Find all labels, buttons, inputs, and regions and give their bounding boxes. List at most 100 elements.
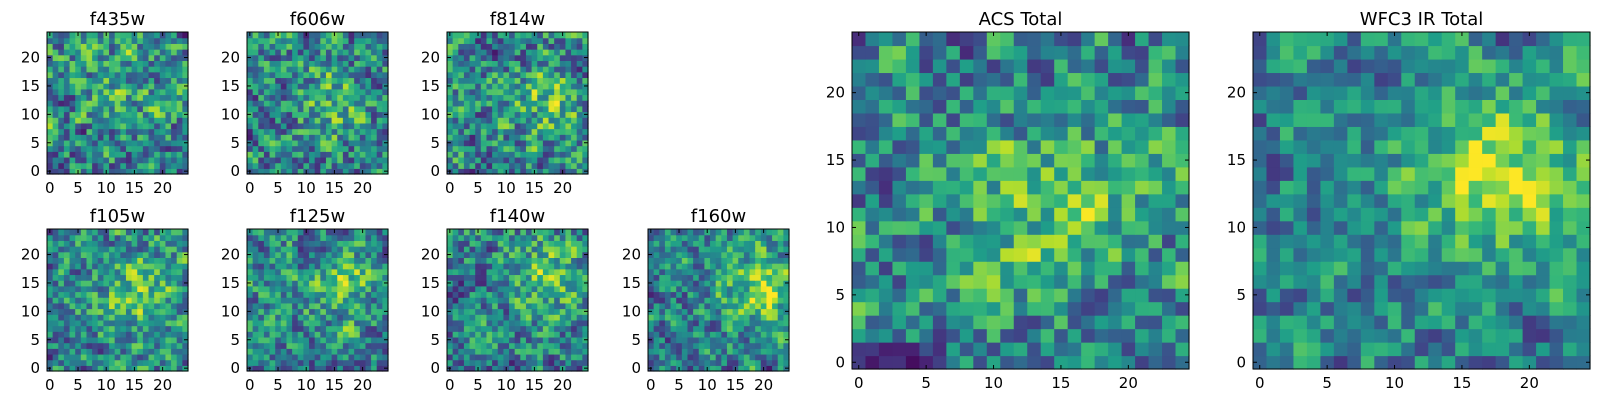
x-tick-label: 0 <box>45 179 55 197</box>
heatmap-cell <box>182 257 189 264</box>
heatmap-cell <box>777 365 784 372</box>
heatmap-cell <box>732 291 739 298</box>
heatmap-cell <box>376 285 383 293</box>
heatmap-cell <box>337 128 344 135</box>
heatmap-cell <box>480 111 488 118</box>
heatmap-cell <box>137 348 144 355</box>
heatmap-cell <box>1108 234 1123 249</box>
heatmap-cell <box>659 229 666 236</box>
heatmap-cell <box>480 285 488 293</box>
heatmap-cell <box>247 348 254 355</box>
heatmap-cell <box>371 359 378 366</box>
heatmap-cell <box>58 319 65 327</box>
heatmap-cell <box>142 128 150 135</box>
heatmap-cell <box>331 359 338 366</box>
heatmap-cell <box>92 71 99 79</box>
heatmap-cell <box>263 49 271 56</box>
heatmap-cell <box>452 319 459 327</box>
heatmap-cell <box>86 168 93 175</box>
heatmap-cell <box>565 240 572 247</box>
heatmap-cell <box>325 348 333 355</box>
heatmap-cell <box>503 308 510 315</box>
heatmap-cell <box>475 257 482 264</box>
heatmap-cell <box>97 348 104 355</box>
heatmap-cell <box>653 359 660 366</box>
heatmap-cell <box>571 229 578 236</box>
heatmap-cell <box>114 302 121 310</box>
heatmap-cell <box>47 100 54 107</box>
heatmap-cell <box>452 54 459 61</box>
heatmap-cell <box>275 162 282 169</box>
heatmap-cell <box>376 297 383 304</box>
heatmap-cell <box>371 274 378 281</box>
heatmap-cell <box>509 49 516 56</box>
heatmap-cell <box>486 134 493 141</box>
heatmap-cell <box>704 331 711 338</box>
heatmap-cell <box>80 134 88 141</box>
heatmap-cell <box>114 162 121 169</box>
heatmap-cell <box>342 314 350 321</box>
heatmap-cell <box>458 263 465 270</box>
heatmap-cell <box>726 240 734 247</box>
heatmap-cell <box>325 336 333 344</box>
heatmap-cell <box>497 342 504 349</box>
heatmap-cell <box>320 60 327 67</box>
heatmap-cell <box>325 297 333 304</box>
heatmap-cell <box>120 291 127 298</box>
heatmap-cell <box>525 117 533 124</box>
heatmap-cell <box>565 49 572 56</box>
heatmap-cell <box>946 207 961 222</box>
heatmap-cell <box>69 111 76 118</box>
heatmap-cell <box>47 117 54 124</box>
heatmap-cell <box>475 43 482 50</box>
heatmap-cell <box>525 77 533 84</box>
heatmap-cell <box>258 285 265 293</box>
heatmap-cell <box>1148 301 1163 316</box>
heatmap-cell <box>1081 166 1096 181</box>
heatmap-cell <box>154 251 161 258</box>
heatmap-cell <box>892 328 907 343</box>
heatmap-cell <box>531 348 538 355</box>
heatmap-cell <box>165 314 172 321</box>
heatmap-cell <box>165 54 172 61</box>
heatmap-cell <box>571 128 578 135</box>
heatmap-cell <box>715 280 722 287</box>
heatmap-cell <box>137 325 144 332</box>
heatmap-cell <box>548 71 555 79</box>
heatmap-cell <box>371 240 378 247</box>
heatmap-cell <box>58 268 65 276</box>
heatmap-cell <box>447 151 454 158</box>
heatmap-cell <box>58 49 65 56</box>
heatmap-cell <box>131 331 138 338</box>
heatmap-cell <box>331 88 338 96</box>
heatmap-cell <box>520 353 527 361</box>
heatmap-cell <box>292 302 299 310</box>
heatmap-cell <box>548 128 555 135</box>
heatmap-cell <box>687 359 694 366</box>
heatmap-cell <box>97 285 104 293</box>
heatmap-cell <box>1175 180 1190 195</box>
heatmap-cell <box>946 220 961 235</box>
heatmap-cell <box>463 240 471 247</box>
heatmap-cell <box>492 128 499 135</box>
heatmap-cell <box>537 229 544 236</box>
heatmap-cell <box>176 291 183 298</box>
heatmap-cell <box>58 342 65 349</box>
heatmap-cell <box>738 319 745 327</box>
heatmap-cell <box>458 302 465 310</box>
heatmap-cell <box>263 111 271 118</box>
heatmap-cell <box>171 336 178 344</box>
heatmap-cell <box>878 153 894 168</box>
heatmap-cell <box>309 100 316 107</box>
heatmap-cell <box>292 134 299 141</box>
heatmap-cell <box>554 162 561 169</box>
heatmap-cell <box>137 291 144 298</box>
heatmap-cell <box>103 325 110 332</box>
heatmap-cell <box>458 246 465 253</box>
heatmap-cell <box>537 308 544 315</box>
heatmap-cell <box>176 251 183 258</box>
heatmap-cell <box>531 128 538 135</box>
panel-title: f814w <box>490 9 545 30</box>
heatmap-cell <box>659 274 666 281</box>
